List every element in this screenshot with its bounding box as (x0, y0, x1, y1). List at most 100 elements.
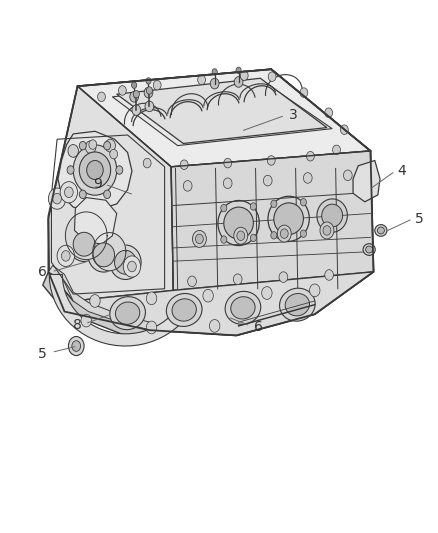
Polygon shape (113, 81, 332, 146)
Ellipse shape (79, 152, 111, 188)
Circle shape (261, 287, 272, 300)
Circle shape (61, 251, 70, 261)
Polygon shape (74, 198, 117, 244)
Circle shape (105, 139, 116, 152)
Polygon shape (65, 212, 107, 260)
Text: 6: 6 (254, 320, 263, 335)
Circle shape (271, 200, 277, 207)
Circle shape (90, 295, 100, 308)
Circle shape (300, 198, 307, 206)
Polygon shape (58, 131, 132, 211)
Ellipse shape (115, 251, 136, 274)
Polygon shape (171, 151, 374, 290)
Ellipse shape (375, 224, 387, 236)
Circle shape (250, 203, 256, 210)
Circle shape (323, 225, 331, 235)
Circle shape (85, 141, 96, 154)
Circle shape (240, 71, 248, 80)
Circle shape (343, 170, 352, 181)
Ellipse shape (366, 246, 373, 253)
Ellipse shape (218, 200, 259, 246)
Circle shape (250, 234, 256, 241)
Circle shape (48, 188, 66, 209)
Circle shape (68, 336, 84, 356)
Circle shape (145, 101, 154, 112)
Polygon shape (43, 272, 149, 338)
Ellipse shape (225, 292, 261, 325)
Polygon shape (48, 86, 173, 301)
Ellipse shape (116, 302, 140, 324)
Circle shape (280, 229, 288, 238)
Ellipse shape (322, 204, 343, 227)
Circle shape (236, 67, 241, 74)
Circle shape (104, 190, 111, 199)
Circle shape (268, 72, 276, 82)
Text: 6: 6 (38, 265, 47, 279)
Circle shape (146, 292, 157, 305)
Ellipse shape (93, 243, 115, 266)
Circle shape (146, 321, 157, 334)
Circle shape (192, 230, 206, 247)
Ellipse shape (378, 227, 385, 234)
Circle shape (133, 91, 139, 98)
Circle shape (212, 69, 217, 75)
Circle shape (130, 92, 138, 102)
Circle shape (210, 78, 219, 89)
Polygon shape (353, 160, 380, 202)
Circle shape (237, 231, 245, 240)
Ellipse shape (231, 297, 255, 319)
Text: 4: 4 (397, 164, 406, 178)
Circle shape (72, 341, 81, 351)
Circle shape (332, 145, 340, 155)
Circle shape (68, 144, 78, 157)
Circle shape (143, 158, 151, 168)
Circle shape (325, 270, 333, 280)
Circle shape (60, 182, 78, 203)
Circle shape (146, 87, 152, 94)
Circle shape (307, 151, 314, 161)
Text: 8: 8 (73, 318, 82, 332)
Circle shape (320, 222, 334, 239)
Circle shape (79, 141, 86, 150)
Circle shape (340, 125, 348, 134)
Circle shape (118, 86, 126, 95)
Circle shape (132, 105, 141, 115)
Ellipse shape (279, 288, 315, 321)
Circle shape (233, 274, 242, 285)
Circle shape (198, 75, 205, 85)
Circle shape (81, 314, 92, 327)
Circle shape (53, 193, 61, 204)
Ellipse shape (110, 245, 141, 279)
Polygon shape (48, 69, 374, 335)
Circle shape (79, 190, 86, 199)
Circle shape (104, 141, 111, 150)
Polygon shape (117, 78, 327, 143)
Polygon shape (73, 272, 374, 335)
Circle shape (180, 160, 188, 169)
Circle shape (263, 175, 272, 186)
Polygon shape (93, 232, 126, 271)
Ellipse shape (285, 294, 310, 316)
Text: 3: 3 (289, 108, 297, 123)
Circle shape (116, 166, 123, 174)
Circle shape (144, 87, 153, 98)
Circle shape (110, 149, 117, 159)
Ellipse shape (274, 203, 304, 235)
Ellipse shape (88, 238, 119, 272)
Ellipse shape (317, 199, 347, 232)
Circle shape (98, 92, 106, 102)
Circle shape (234, 227, 248, 244)
Text: 5: 5 (415, 212, 424, 226)
Circle shape (234, 77, 243, 87)
Circle shape (131, 82, 137, 88)
Circle shape (123, 256, 141, 277)
Circle shape (184, 181, 192, 191)
Circle shape (195, 234, 203, 244)
Polygon shape (78, 69, 371, 167)
Ellipse shape (172, 299, 196, 321)
Ellipse shape (268, 196, 309, 241)
Ellipse shape (73, 145, 117, 195)
Text: 9: 9 (93, 177, 102, 191)
Circle shape (325, 108, 332, 117)
Circle shape (67, 166, 74, 174)
